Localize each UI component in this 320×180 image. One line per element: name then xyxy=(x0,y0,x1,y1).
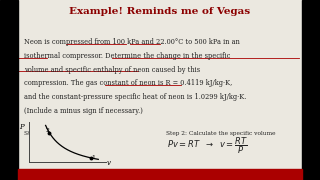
Text: compression. The gas constant of neon is R = 0.4119 kJ/kg·K,: compression. The gas constant of neon is… xyxy=(24,79,232,87)
Text: volume and specific enthalpy of neon caused by this: volume and specific enthalpy of neon cau… xyxy=(24,66,200,73)
Text: isothermal compressor. Determine the change in the specific: isothermal compressor. Determine the cha… xyxy=(24,52,230,60)
Text: v: v xyxy=(107,159,111,167)
Text: P: P xyxy=(20,123,24,131)
Text: (Include a minus sign if necessary.): (Include a minus sign if necessary.) xyxy=(24,107,143,115)
Text: 1: 1 xyxy=(92,155,96,160)
Bar xyxy=(302,0,320,180)
Text: Step 1: Draw the process!: Step 1: Draw the process! xyxy=(24,130,101,136)
Text: and the constant-pressure specific heat of neon is 1.0299 kJ/kg·K.: and the constant-pressure specific heat … xyxy=(24,93,246,101)
Text: Example! Reminds me of Vegas: Example! Reminds me of Vegas xyxy=(69,7,251,16)
Bar xyxy=(0,0,18,180)
Bar xyxy=(18,169,302,180)
Text: Step 2: Calculate the specific volume: Step 2: Calculate the specific volume xyxy=(166,130,276,136)
Text: 2: 2 xyxy=(46,127,50,132)
Text: $Pv = RT\ \ \rightarrow\ \ v = \dfrac{RT}{P}$: $Pv = RT\ \ \rightarrow\ \ v = \dfrac{RT… xyxy=(167,136,248,156)
Text: Neon is compressed from 100 kPa and 22.00°C to 500 kPa in an: Neon is compressed from 100 kPa and 22.0… xyxy=(24,38,240,46)
